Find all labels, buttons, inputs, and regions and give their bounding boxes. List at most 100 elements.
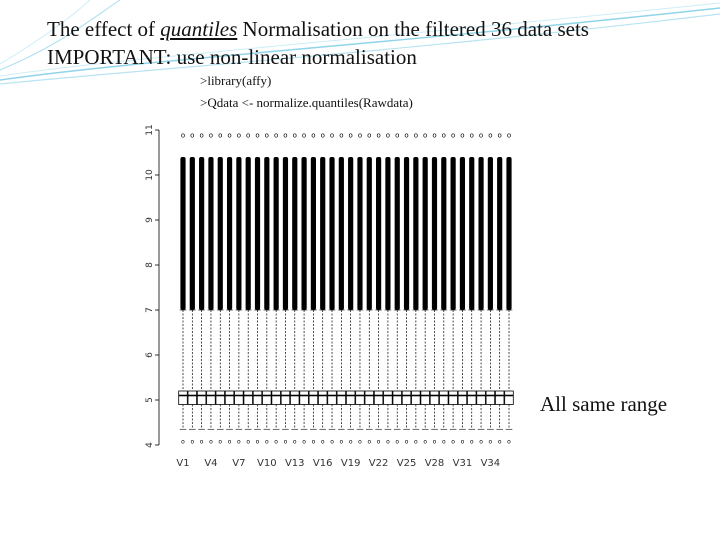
outlier-band xyxy=(394,157,400,310)
outlier-top: o xyxy=(442,132,446,140)
y-axis-tick-label: 5 xyxy=(145,397,155,403)
outlier-top: o xyxy=(311,132,315,140)
box xyxy=(494,390,505,405)
outlier-top: o xyxy=(367,132,371,140)
outlier-top: o xyxy=(246,132,250,140)
outlier-top: o xyxy=(339,132,343,140)
outlier-low: o xyxy=(237,439,241,446)
outlier-top: o xyxy=(358,132,362,140)
outlier-band xyxy=(422,157,428,310)
outlier-band xyxy=(301,157,307,310)
outlier-band xyxy=(320,157,326,310)
outlier-top: o xyxy=(386,132,390,140)
outlier-top: o xyxy=(237,132,241,140)
outlier-low: o xyxy=(470,439,474,446)
outlier-band xyxy=(413,157,419,310)
outlier-low: o xyxy=(507,439,511,446)
outlier-low: o xyxy=(377,439,381,446)
outlier-band xyxy=(189,157,195,310)
outlier-low: o xyxy=(330,439,334,446)
x-axis-label: V7 xyxy=(232,458,245,469)
outlier-band xyxy=(506,157,512,310)
outlier-top: o xyxy=(470,132,474,140)
outlier-low: o xyxy=(228,439,232,446)
outlier-top: o xyxy=(488,132,492,140)
outlier-band xyxy=(199,157,205,310)
y-axis-tick-label: 6 xyxy=(145,352,155,358)
outlier-low: o xyxy=(181,439,185,446)
box xyxy=(401,390,412,405)
x-axis-label: V28 xyxy=(425,458,445,469)
y-axis-tick-label: 9 xyxy=(145,217,155,223)
outlier-low: o xyxy=(340,439,344,446)
title-prefix: The effect of xyxy=(47,17,161,41)
box xyxy=(252,390,263,405)
box xyxy=(196,390,207,405)
outlier-low: o xyxy=(423,439,427,446)
outlier-top: o xyxy=(404,132,408,140)
box xyxy=(327,390,337,405)
x-axis-label: V4 xyxy=(204,458,217,469)
outlier-band xyxy=(245,157,251,310)
outlier-band xyxy=(329,157,335,310)
box xyxy=(429,390,440,405)
outlier-top: o xyxy=(302,132,306,140)
outlier-low: o xyxy=(265,439,269,446)
outlier-low: o xyxy=(442,439,446,446)
x-axis-label: V1 xyxy=(176,458,189,469)
box xyxy=(308,390,319,405)
outlier-low: o xyxy=(349,439,353,446)
outlier-low: o xyxy=(293,439,297,446)
box xyxy=(243,390,253,405)
box xyxy=(383,390,393,405)
code-line-library: >library(affy) xyxy=(200,73,272,88)
x-axis-label: V13 xyxy=(285,458,305,469)
box xyxy=(476,390,486,405)
outlier-top: o xyxy=(479,132,483,140)
outlier-top: o xyxy=(227,132,231,140)
outlier-top: o xyxy=(181,132,185,140)
outlier-low: o xyxy=(405,439,409,446)
outlier-band xyxy=(180,157,186,310)
box xyxy=(373,390,384,405)
box xyxy=(224,390,235,405)
box xyxy=(215,390,225,405)
outlier-top: o xyxy=(498,132,502,140)
box xyxy=(392,390,402,405)
box xyxy=(178,390,188,405)
outlier-low: o xyxy=(321,439,325,446)
outlier-top: o xyxy=(274,132,278,140)
outlier-low: o xyxy=(395,439,399,446)
outlier-band xyxy=(366,157,372,310)
box xyxy=(364,390,374,405)
outlier-top: o xyxy=(460,132,464,140)
outlier-band xyxy=(217,157,223,310)
outlier-band xyxy=(310,157,316,310)
x-axis-label: V19 xyxy=(341,458,361,469)
box xyxy=(336,390,347,405)
outlier-low: o xyxy=(498,439,502,446)
outlier-low: o xyxy=(489,439,493,446)
outlier-top: o xyxy=(330,132,334,140)
x-axis-label: V25 xyxy=(397,458,417,469)
outlier-low: o xyxy=(433,439,437,446)
x-axis-label: V22 xyxy=(369,458,389,469)
outlier-band xyxy=(292,157,298,310)
box xyxy=(345,390,356,405)
outlier-top: o xyxy=(507,132,511,140)
outlier-low: o xyxy=(414,439,418,446)
box xyxy=(504,390,514,405)
outlier-top: o xyxy=(199,132,203,140)
outlier-band xyxy=(431,157,438,310)
outlier-top: o xyxy=(414,132,418,140)
box xyxy=(206,390,216,405)
outlier-low: o xyxy=(312,439,316,446)
outlier-band xyxy=(348,157,354,310)
x-axis-label: V34 xyxy=(481,458,501,469)
outlier-band xyxy=(385,157,391,310)
x-axis-label: V16 xyxy=(313,458,333,469)
outlier-top: o xyxy=(209,132,213,140)
callout-text: All same range xyxy=(540,392,668,416)
y-axis-tick-label: 11 xyxy=(145,124,155,135)
